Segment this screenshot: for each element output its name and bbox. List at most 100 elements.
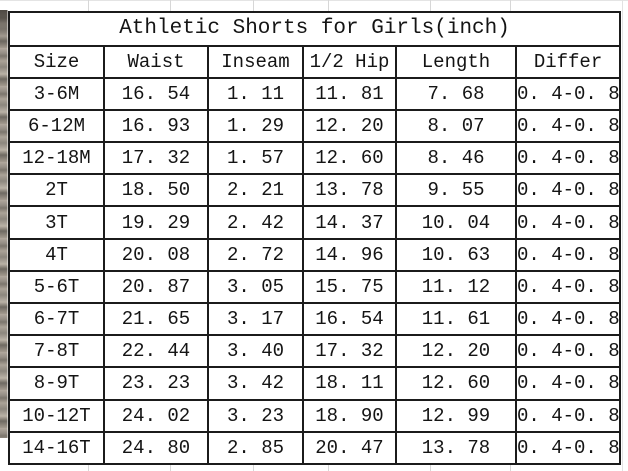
measurement-cell: 3. 42 [207, 366, 304, 401]
measurement-cell: 20. 47 [302, 430, 397, 466]
faint-gridline [88, 464, 89, 471]
measurement-cell: 12. 20 [395, 334, 517, 369]
measurement-cell: 13. 78 [395, 430, 517, 466]
table-row: 8-9T 23. 23 3. 42 18. 11 12. 60 0. 4-0. 8 [8, 366, 622, 401]
measurement-cell: 3. 17 [207, 302, 304, 337]
size-label-cell: 5-6T [8, 269, 105, 305]
measurement-cell: 8. 07 [395, 108, 517, 144]
measurement-cell: 16. 54 [302, 302, 397, 337]
measurement-cell: 11. 81 [302, 76, 397, 111]
measurement-cell: 2. 21 [207, 173, 304, 208]
table-title: Athletic Shorts for Girls(inch) [7, 11, 622, 47]
measurement-cell: 20. 87 [103, 269, 209, 305]
measurement-cell: 2. 42 [207, 205, 304, 240]
table-row: 3-6M 16. 54 1. 11 11. 81 7. 68 0. 4-0. 8 [8, 76, 622, 111]
column-header: Differ [514, 44, 622, 79]
faint-gridline-right [622, 0, 623, 471]
measurement-cell: 20. 08 [103, 237, 209, 272]
table-row: 4T 20. 08 2. 72 14. 96 10. 63 0. 4-0. 8 [8, 237, 622, 272]
table-row: 2T 18. 50 2. 21 13. 78 9. 55 0. 4-0. 8 [8, 173, 622, 208]
table-row: 3T 19. 29 2. 42 14. 37 10. 04 0. 4-0. 8 [8, 205, 622, 240]
measurement-cell: 19. 29 [103, 205, 209, 240]
measurement-cell: 12. 20 [302, 108, 397, 144]
size-label-cell: 12-18M [8, 141, 105, 176]
size-label-cell: 7-8T [8, 334, 105, 369]
faint-gridline [88, 0, 89, 11]
measurement-cell: 18. 90 [302, 398, 397, 433]
column-header: Size [8, 44, 105, 79]
faint-gridline [170, 0, 171, 11]
measurement-cell: 1. 29 [207, 108, 304, 144]
size-label-cell: 6-12M [8, 108, 105, 144]
measurement-cell: 2. 85 [207, 430, 304, 466]
measurement-cell: 12. 99 [395, 398, 517, 433]
faint-gridline [253, 464, 254, 471]
measurement-cell: 10. 63 [395, 237, 517, 272]
faint-gridline [253, 0, 254, 11]
measurement-cell: 15. 75 [302, 269, 397, 305]
measurement-cell: 0. 4-0. 8 [514, 430, 622, 466]
column-header: Length [395, 44, 517, 79]
measurement-cell: 14. 96 [302, 237, 397, 272]
measurement-cell: 0. 4-0. 8 [514, 237, 622, 272]
measurement-cell: 16. 54 [103, 76, 209, 111]
table-row: 6-7T 21. 65 3. 17 16. 54 11. 61 0. 4-0. 8 [8, 302, 622, 337]
measurement-cell: 0. 4-0. 8 [514, 141, 622, 176]
size-label-cell: 8-9T [8, 366, 105, 401]
measurement-cell: 11. 12 [395, 269, 517, 305]
measurement-cell: 3. 05 [207, 269, 304, 305]
measurement-cell: 0. 4-0. 8 [514, 366, 622, 401]
measurement-cell: 3. 40 [207, 334, 304, 369]
measurement-cell: 12. 60 [395, 366, 517, 401]
size-label-cell: 3-6M [8, 76, 105, 111]
table-row: 6-12M 16. 93 1. 29 12. 20 8. 07 0. 4-0. 8 [8, 108, 622, 144]
measurement-cell: 10. 04 [395, 205, 517, 240]
measurement-cell: 0. 4-0. 8 [514, 269, 622, 305]
faint-horizontal-gridline [0, 0, 628, 1]
faint-gridline [170, 464, 171, 471]
faint-gridline [510, 0, 511, 11]
measurement-cell: 2. 72 [207, 237, 304, 272]
measurement-cell: 1. 11 [207, 76, 304, 111]
size-chart-table: Athletic Shorts for Girls(inch) Size Wais… [7, 11, 622, 466]
measurement-cell: 23. 23 [103, 366, 209, 401]
size-label-cell: 10-12T [8, 398, 105, 433]
measurement-cell: 7. 68 [395, 76, 517, 111]
measurement-cell: 16. 93 [103, 108, 209, 144]
measurement-cell: 24. 80 [103, 430, 209, 466]
measurement-cell: 9. 55 [395, 173, 517, 208]
column-header: Waist [103, 44, 209, 79]
measurement-cell: 17. 32 [302, 334, 397, 369]
faint-gridline [430, 464, 431, 471]
table-row: 14-16T 24. 80 2. 85 20. 47 13. 78 0. 4-0. 8 [8, 430, 622, 466]
size-label-cell: 2T [8, 173, 105, 208]
column-header: 1/2 Hip [302, 44, 397, 79]
faint-gridline [430, 0, 431, 11]
size-label-cell: 6-7T [8, 302, 105, 337]
table-row: 10-12T 24. 02 3. 23 18. 90 12. 99 0. 4-0. 8 [8, 398, 622, 433]
measurement-cell: 0. 4-0. 8 [514, 302, 622, 337]
measurement-cell: 22. 44 [103, 334, 209, 369]
measurement-cell: 1. 57 [207, 141, 304, 176]
table-header-row: Size Waist Inseam 1/2 Hip Length Differ [8, 44, 622, 79]
measurement-cell: 18. 50 [103, 173, 209, 208]
faint-gridline [328, 464, 329, 471]
measurement-cell: 13. 78 [302, 173, 397, 208]
size-label-cell: 3T [8, 205, 105, 240]
measurement-cell: 17. 32 [103, 141, 209, 176]
measurement-cell: 0. 4-0. 8 [514, 76, 622, 111]
product-photo-strip [0, 10, 8, 438]
table-row: 12-18M 17. 32 1. 57 12. 60 8. 46 0. 4-0. 8 [8, 141, 622, 176]
measurement-cell: 21. 65 [103, 302, 209, 337]
measurement-cell: 8. 46 [395, 141, 517, 176]
measurement-cell: 0. 4-0. 8 [514, 398, 622, 433]
measurement-cell: 11. 61 [395, 302, 517, 337]
measurement-cell: 0. 4-0. 8 [514, 108, 622, 144]
measurement-cell: 0. 4-0. 8 [514, 334, 622, 369]
table-row: 7-8T 22. 44 3. 40 17. 32 12. 20 0. 4-0. 8 [8, 334, 622, 369]
measurement-cell: 0. 4-0. 8 [514, 173, 622, 208]
measurement-cell: 18. 11 [302, 366, 397, 401]
size-label-cell: 4T [8, 237, 105, 272]
table-title-row: Athletic Shorts for Girls(inch) [7, 11, 622, 47]
